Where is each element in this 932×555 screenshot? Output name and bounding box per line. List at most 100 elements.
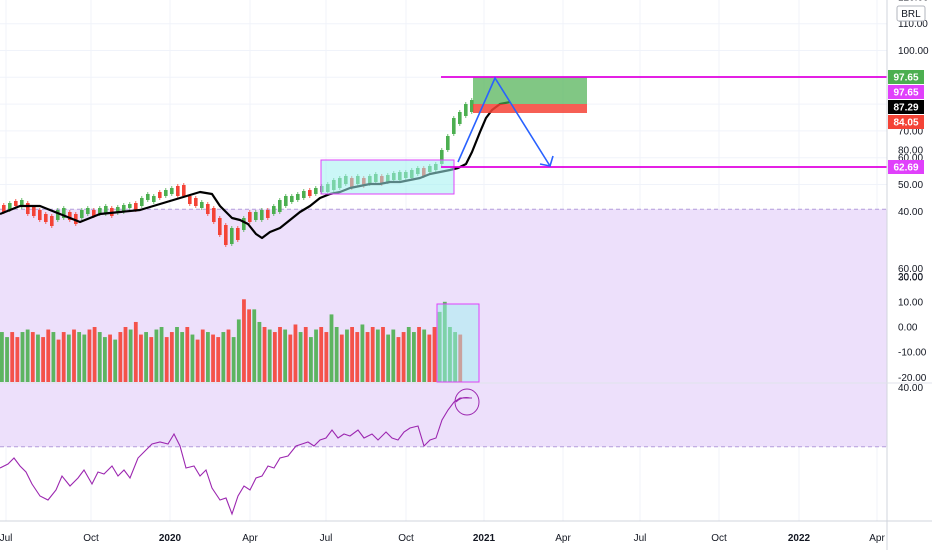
drawings[interactable] bbox=[320, 76, 887, 416]
price-tick-label: 60.00 bbox=[898, 153, 923, 164]
momentum-bar bbox=[242, 299, 246, 382]
candle-body bbox=[182, 185, 186, 196]
candle-body bbox=[254, 212, 258, 220]
candle-body bbox=[80, 210, 84, 218]
candle-body bbox=[62, 208, 66, 218]
candle-body bbox=[50, 216, 54, 226]
price-tag-background bbox=[888, 160, 924, 174]
currency-button-frame[interactable] bbox=[896, 5, 926, 22]
momentum-bar bbox=[278, 327, 282, 382]
momentum-bar bbox=[355, 332, 360, 382]
momentum-bar bbox=[267, 329, 272, 382]
momentum-bar bbox=[0, 332, 4, 382]
candle-body bbox=[464, 104, 468, 116]
candle-body bbox=[194, 198, 198, 206]
momentum-bar bbox=[15, 337, 20, 382]
momentum-bar bbox=[92, 327, 97, 382]
candle-body bbox=[140, 198, 144, 206]
price-tag: 97.65 bbox=[888, 85, 924, 99]
momentum-bar bbox=[293, 324, 298, 382]
momentum-bar bbox=[82, 334, 87, 382]
candle-body bbox=[98, 208, 102, 214]
candle-body bbox=[272, 206, 276, 214]
momentum-bar bbox=[118, 332, 123, 382]
momentum-bar bbox=[51, 332, 56, 382]
momentum-bar bbox=[247, 309, 251, 382]
price-tag: 97.65 bbox=[888, 70, 924, 84]
momentum-bar bbox=[149, 337, 154, 382]
candle-body bbox=[470, 100, 474, 112]
moving-average-line bbox=[0, 100, 511, 240]
momentum-bar bbox=[401, 332, 406, 382]
momentum-bar bbox=[303, 327, 308, 382]
momentum-bar bbox=[334, 327, 339, 382]
momentum-bar bbox=[61, 332, 66, 382]
momentum-bar bbox=[144, 332, 148, 382]
momentum-bar bbox=[324, 332, 329, 382]
momentum-bar bbox=[391, 329, 396, 382]
price-tick-label: 30.00 bbox=[898, 273, 923, 284]
candle-body bbox=[206, 204, 210, 214]
momentum-bar bbox=[252, 309, 257, 382]
momentum-bar bbox=[72, 329, 76, 382]
rsi-circle-annotation[interactable] bbox=[454, 388, 480, 416]
momentum-highlight-box[interactable] bbox=[436, 303, 480, 383]
candle-body bbox=[452, 118, 456, 134]
momentum-bar bbox=[97, 332, 102, 382]
rsi-line-tail bbox=[455, 396, 471, 403]
momentum-bar bbox=[200, 329, 205, 382]
projection-arrow[interactable] bbox=[457, 76, 551, 167]
candle-body bbox=[296, 194, 300, 200]
target-profit-zone[interactable] bbox=[473, 77, 587, 104]
momentum-bar bbox=[360, 324, 365, 382]
candle-body bbox=[92, 210, 96, 216]
candle-body bbox=[74, 214, 78, 224]
momentum-bar bbox=[195, 339, 200, 382]
projection-arrow-head[interactable] bbox=[539, 155, 554, 167]
momentum-bar bbox=[185, 327, 190, 382]
momentum-bar bbox=[20, 332, 25, 382]
momentum-bar bbox=[133, 321, 138, 382]
momentum-bar bbox=[329, 314, 334, 382]
price-tick-label: 120.00 bbox=[898, 0, 929, 3]
candle-body bbox=[38, 210, 42, 220]
time-tick-label: Apr bbox=[869, 533, 885, 544]
candle-body bbox=[230, 228, 234, 244]
momentum-bar bbox=[309, 337, 313, 382]
price-tick-label: 20.00 bbox=[898, 272, 923, 283]
rsi-tick-label: 40.00 bbox=[898, 383, 923, 394]
price-tick-label: 100.00 bbox=[898, 46, 929, 57]
momentum-bar bbox=[236, 319, 241, 382]
momentum-bar bbox=[36, 334, 40, 382]
momentum-bar bbox=[108, 334, 112, 382]
momentum-bar bbox=[10, 332, 15, 382]
momentum-bar bbox=[77, 332, 82, 382]
momentum-bar bbox=[180, 332, 185, 382]
candle-body bbox=[218, 218, 222, 235]
candle-body bbox=[212, 208, 216, 222]
momentum-bar bbox=[46, 329, 51, 382]
candle-body bbox=[8, 203, 12, 210]
momentum-bar bbox=[41, 337, 45, 382]
momentum-bar bbox=[365, 332, 370, 382]
price-tick-label: 10.00 bbox=[898, 297, 923, 308]
currency-button[interactable]: BRL bbox=[896, 5, 926, 22]
time-tick-label: Jul bbox=[0, 533, 12, 544]
candle-body bbox=[158, 192, 162, 198]
momentum-bar bbox=[113, 339, 118, 382]
candle-body bbox=[116, 207, 120, 213]
stop-loss-zone[interactable] bbox=[473, 104, 587, 113]
momentum-bar bbox=[159, 327, 164, 382]
candle-body bbox=[290, 196, 294, 202]
candle-body bbox=[122, 205, 126, 212]
momentum-bar bbox=[190, 334, 195, 382]
momentum-bar bbox=[417, 327, 421, 382]
price-tag-label: 84.05 bbox=[893, 118, 918, 129]
momentum-bar bbox=[339, 334, 344, 382]
candle-body bbox=[68, 212, 72, 220]
candle-body bbox=[152, 196, 156, 202]
candle-body bbox=[248, 212, 252, 222]
consolidation-box[interactable] bbox=[320, 159, 455, 195]
momentum-bar bbox=[396, 337, 401, 382]
